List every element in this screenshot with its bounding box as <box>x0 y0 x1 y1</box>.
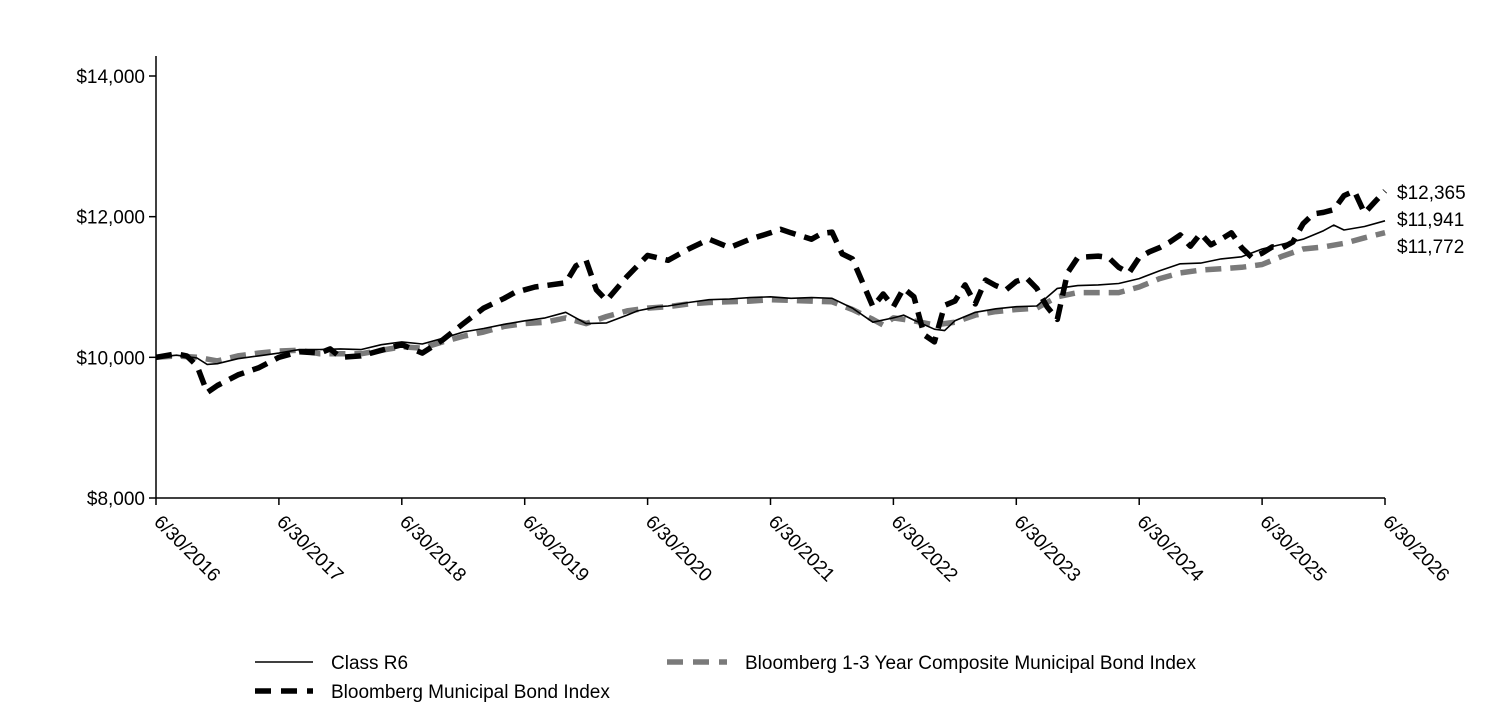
x-tick-label: 6/30/2016 <box>149 512 224 587</box>
legend-label-class-r6: Class R6 <box>331 653 408 674</box>
end-value-label: $11,941 <box>1397 210 1464 231</box>
x-tick-label: 6/30/2017 <box>272 512 347 587</box>
end-labels-layer: $12,365 $11,941 $11,772 <box>1397 183 1466 258</box>
legend-label-municipal-bond-index: Bloomberg Municipal Bond Index <box>331 682 610 703</box>
x-tick-label: 6/30/2020 <box>641 512 716 587</box>
x-tick-label: 6/30/2019 <box>518 512 593 587</box>
x-tick-label: 6/30/2018 <box>395 512 470 587</box>
legend-label-1-3-year-index: Bloomberg 1-3 Year Composite Municipal B… <box>745 653 1196 674</box>
legend-item-1-3-year-index: Bloomberg 1-3 Year Composite Municipal B… <box>667 653 1196 674</box>
series-layer <box>155 188 1388 396</box>
x-tick-label: 6/30/2023 <box>1010 512 1085 587</box>
series-line-1 <box>155 188 1388 396</box>
legend-item-class-r6: Class R6 <box>255 653 408 674</box>
end-value-label: $12,365 <box>1397 183 1466 204</box>
series-line-2 <box>155 230 1386 364</box>
x-tick-label: 6/30/2024 <box>1133 512 1208 587</box>
legend: Class R6 Bloomberg 1-3 Year Composite Mu… <box>255 653 1196 703</box>
end-value-label: $11,772 <box>1397 237 1464 258</box>
legend-item-municipal-bond-index: Bloomberg Municipal Bond Index <box>255 682 610 703</box>
series-line-0 <box>155 220 1386 366</box>
y-tick-label: $12,000 <box>76 208 145 229</box>
x-tick-label: 6/30/2022 <box>887 512 962 587</box>
x-tick-label: 6/30/2025 <box>1256 512 1331 587</box>
ticks-layer: $8,000 $10,000 $12,000 $14,000 6/30/2016 6/30… <box>76 67 1453 587</box>
y-tick-label: $8,000 <box>87 489 145 510</box>
x-tick-label: 6/30/2026 <box>1378 512 1453 587</box>
y-tick-label: $10,000 <box>76 348 145 369</box>
x-tick-label: 6/30/2021 <box>764 512 839 587</box>
y-tick-label: $14,000 <box>76 67 145 88</box>
axes-layer <box>155 56 1385 499</box>
